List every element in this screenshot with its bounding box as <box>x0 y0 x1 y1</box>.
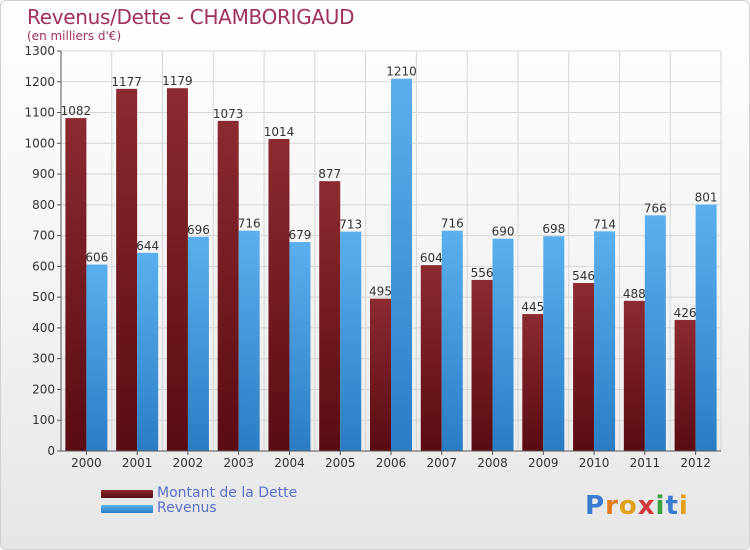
bar-revenue <box>492 238 514 451</box>
y-tick-label: 1000 <box>24 136 55 150</box>
bar-revenue <box>441 230 463 451</box>
value-label-debt: 546 <box>572 269 595 283</box>
logo-letter: i <box>655 491 666 521</box>
value-label-debt: 1179 <box>162 74 193 88</box>
value-label-debt: 604 <box>420 251 443 265</box>
value-label-revenue: 698 <box>542 222 565 236</box>
value-label-debt: 1073 <box>213 107 244 121</box>
legend-label-revenue: Revenus <box>157 500 217 516</box>
bar-revenue <box>187 236 209 451</box>
legend-label-debt: Montant de la Dette <box>157 485 298 501</box>
value-label-debt: 1014 <box>264 125 295 139</box>
value-label-debt: 488 <box>623 287 646 301</box>
x-tick-label: 2012 <box>680 456 711 470</box>
bar-revenue <box>391 78 412 451</box>
y-tick-label: 300 <box>32 352 55 366</box>
value-label-revenue: 714 <box>593 217 616 231</box>
value-label-debt: 556 <box>471 266 494 280</box>
bar-revenue <box>695 204 717 451</box>
bar-revenue <box>238 230 260 451</box>
x-tick-label: 2001 <box>122 456 153 470</box>
value-label-revenue: 1210 <box>386 65 417 79</box>
bar-debt <box>420 265 442 451</box>
bar-debt <box>623 300 645 451</box>
bar-debt <box>674 319 696 451</box>
y-tick-label: 600 <box>32 259 55 273</box>
logo-letter: o <box>618 491 638 521</box>
proxiti-logo: Proxiti <box>585 491 689 521</box>
chart-subtitle: (en milliers d'€) <box>27 29 122 43</box>
y-tick-label: 100 <box>32 413 55 427</box>
value-label-debt: 495 <box>369 285 392 299</box>
x-tick-label: 2002 <box>173 456 204 470</box>
bar-debt <box>573 283 595 451</box>
logo-letter: r <box>605 491 619 521</box>
bar-revenue <box>289 242 311 451</box>
value-label-revenue: 690 <box>492 225 515 239</box>
legend-swatch-debt <box>101 490 153 498</box>
value-label-revenue: 766 <box>644 201 667 215</box>
y-tick-label: 0 <box>47 444 55 458</box>
x-tick-label: 2007 <box>426 456 457 470</box>
bar-debt <box>522 314 544 451</box>
value-label-revenue: 716 <box>238 217 261 231</box>
x-tick-label: 2006 <box>376 456 407 470</box>
value-label-debt: 445 <box>521 300 544 314</box>
x-tick-label: 2005 <box>325 456 356 470</box>
chart-title: Revenus/Dette - CHAMBORIGAUD <box>27 5 355 29</box>
x-tick-label: 2011 <box>630 456 661 470</box>
value-label-revenue: 644 <box>136 239 159 253</box>
bar-revenue <box>137 252 159 451</box>
bar-debt <box>116 88 138 451</box>
bar-revenue <box>644 215 666 451</box>
y-tick-label: 400 <box>32 321 55 335</box>
bar-debt <box>319 181 341 451</box>
value-label-revenue: 679 <box>289 228 312 242</box>
value-label-debt: 1082 <box>61 104 92 118</box>
bar-debt <box>65 118 87 452</box>
y-tick-label: 1200 <box>24 75 55 89</box>
bar-revenue <box>543 236 565 451</box>
x-tick-label: 2003 <box>223 456 254 470</box>
y-tick-label: 700 <box>32 229 55 243</box>
bar-debt <box>166 88 188 451</box>
logo-letter: P <box>585 491 606 521</box>
logo-letter: i <box>678 491 689 521</box>
y-tick-label: 200 <box>32 382 55 396</box>
value-label-revenue: 801 <box>695 191 718 205</box>
bar-revenue <box>86 264 108 451</box>
y-tick-label: 800 <box>32 198 55 212</box>
bar-revenue <box>594 231 616 451</box>
y-tick-label: 1100 <box>24 106 55 120</box>
value-label-revenue: 713 <box>339 218 362 232</box>
x-tick-label: 2010 <box>579 456 610 470</box>
value-label-debt: 426 <box>674 306 697 320</box>
x-tick-label: 2000 <box>71 456 102 470</box>
logo-letter: x <box>637 491 656 521</box>
y-tick-label: 1300 <box>24 44 55 58</box>
bar-debt <box>370 298 391 451</box>
y-tick-label: 900 <box>32 167 55 181</box>
value-label-revenue: 716 <box>441 217 464 231</box>
value-label-revenue: 606 <box>85 251 108 265</box>
bar-debt <box>217 120 239 451</box>
value-label-revenue: 696 <box>187 223 210 237</box>
y-tick-label: 500 <box>32 290 55 304</box>
bar-revenue <box>340 231 362 451</box>
logo-letter: t <box>665 491 679 521</box>
bar-debt <box>268 139 290 451</box>
value-label-debt: 1177 <box>111 75 142 89</box>
legend-swatch-revenue <box>101 505 153 513</box>
value-label-debt: 877 <box>318 167 341 181</box>
x-tick-label: 2009 <box>528 456 559 470</box>
bar-debt <box>471 279 493 451</box>
x-tick-label: 2008 <box>477 456 508 470</box>
x-tick-label: 2004 <box>274 456 305 470</box>
